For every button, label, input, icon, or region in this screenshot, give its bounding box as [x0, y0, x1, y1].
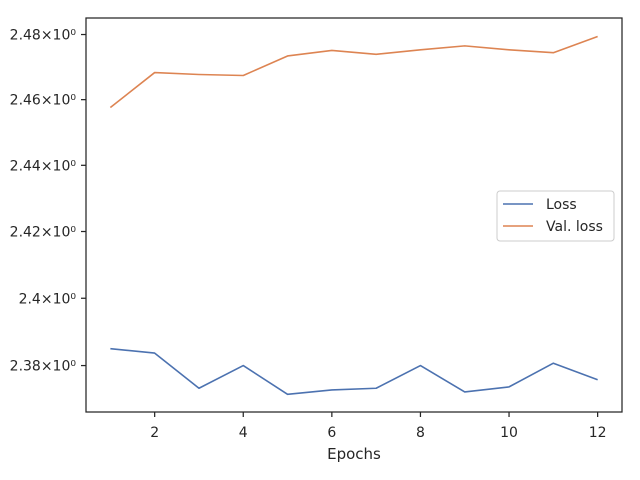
legend-label: Loss — [546, 197, 577, 213]
x-tick-label: 6 — [327, 425, 336, 441]
series-line-loss — [110, 347, 598, 396]
series-layer — [109, 35, 598, 396]
series-line-val-loss — [109, 35, 598, 109]
legend-label: Val. loss — [546, 219, 603, 235]
x-tick-label: 10 — [500, 425, 518, 441]
x-axis-ticks: 2 4 6 8 10 12 — [150, 412, 607, 441]
y-tick-label: 2.46×10⁰ — [10, 93, 77, 109]
y-tick-label: 2.42×10⁰ — [10, 225, 77, 241]
x-axis-label: Epochs — [327, 445, 381, 463]
x-tick-label: 2 — [150, 425, 159, 441]
x-tick-label: 12 — [589, 425, 607, 441]
y-tick-label: 2.38×10⁰ — [10, 359, 77, 375]
y-tick-label: 2.48×10⁰ — [10, 28, 77, 44]
y-tick-label: 2.4×10⁰ — [19, 291, 77, 307]
x-tick-label: 8 — [416, 425, 425, 441]
y-tick-label: 2.44×10⁰ — [10, 158, 77, 174]
plot-frame — [85, 17, 623, 413]
y-axis-ticks: 2.38×10⁰ 2.4×10⁰ 2.42×10⁰ 2.44×10⁰ 2.46×10⁰ 2… — [10, 28, 86, 375]
legend: Loss Val. loss — [496, 190, 615, 242]
x-tick-label: 4 — [239, 425, 248, 441]
